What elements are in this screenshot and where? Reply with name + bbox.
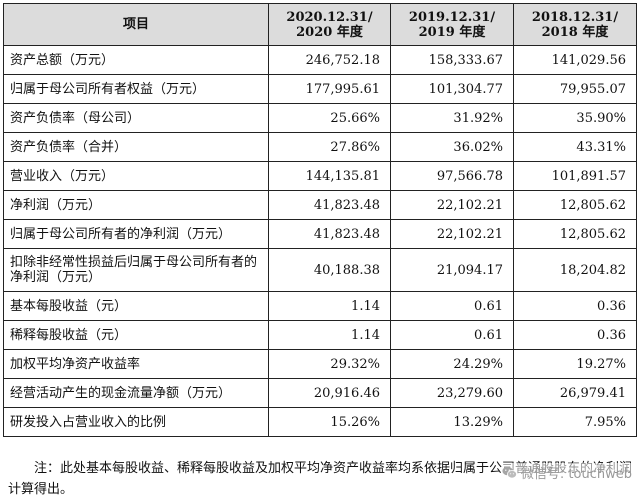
cell-value: 18,204.82 <box>513 248 637 292</box>
cell-value: 246,752.18 <box>268 45 391 75</box>
row-label: 研发投入占营业收入的比例 <box>3 407 269 437</box>
cell-value: 79,955.07 <box>513 74 637 104</box>
row-label: 经营活动产生的现金流量净额（万元） <box>3 378 269 408</box>
header-line1: 2018.12.31/ <box>531 9 619 25</box>
cell-value: 22,102.21 <box>390 219 514 249</box>
header-item: 项目 <box>3 3 269 46</box>
cell-value: 7.95% <box>513 407 637 437</box>
cell-value: 21,094.17 <box>390 248 514 292</box>
row-label: 稀释每股收益（元） <box>3 320 269 350</box>
header-year-1: 2020.12.31/2020 年度 <box>268 3 391 46</box>
table-row: 稀释每股收益（元） 1.14 0.61 0.36 <box>3 320 637 350</box>
header-line1: 2019.12.31/ <box>408 9 496 25</box>
wechat-icon <box>502 466 517 479</box>
header-line2: 2019 年度 <box>418 24 486 40</box>
header-line2: 2018 年度 <box>541 24 609 40</box>
footnote: 注：此处基本每股收益、稀释每股收益及加权平均净资产收益率均系依据归属于公司普通股… <box>8 461 633 497</box>
table-row: 基本每股收益（元） 1.14 0.61 0.36 <box>3 291 637 321</box>
row-label: 营业收入（万元） <box>3 161 269 191</box>
table-row: 归属于母公司所有者的净利润（万元） 41,823.48 22,102.21 12,80… <box>3 219 637 249</box>
table-row: 归属于母公司所有者权益（万元） 177,995.61 101,304.77 79,95… <box>3 74 637 104</box>
table-row: 研发投入占营业收入的比例 15.26% 13.29% 7.95% <box>3 407 637 437</box>
cell-value: 22,102.21 <box>390 190 514 220</box>
cell-value: 29.32% <box>268 349 391 379</box>
cell-value: 35.90% <box>513 103 637 133</box>
table-row: 资产负债率（合并） 27.86% 36.02% 43.31% <box>3 132 637 162</box>
row-label: 净利润（万元） <box>3 190 269 220</box>
cell-value: 27.86% <box>268 132 391 162</box>
table-row: 营业收入（万元） 144,135.81 97,566.78 101,891.57 <box>3 161 637 191</box>
row-label: 归属于母公司所有者权益（万元） <box>3 74 269 104</box>
cell-value: 24.29% <box>390 349 514 379</box>
header-year-3: 2018.12.31/2018 年度 <box>513 3 637 46</box>
cell-value: 158,333.67 <box>390 45 514 75</box>
cell-value: 177,995.61 <box>268 74 391 104</box>
cell-value: 15.26% <box>268 407 391 437</box>
table-row: 净利润（万元） 41,823.48 22,102.21 12,805.62 <box>3 190 637 220</box>
cell-value: 144,135.81 <box>268 161 391 191</box>
financial-indicators-table: 项目 2020.12.31/2020 年度 2019.12.31/2019 年度 20… <box>3 3 637 437</box>
table-row: 加权平均净资产收益率 29.32% 24.29% 19.27% <box>3 349 637 379</box>
cell-value: 101,891.57 <box>513 161 637 191</box>
cell-value: 0.61 <box>390 291 514 321</box>
cell-value: 12,805.62 <box>513 219 637 249</box>
table-row: 资产负债率（母公司） 25.66% 31.92% 35.90% <box>3 103 637 133</box>
watermark: 微信号: touchweb <box>501 463 632 482</box>
cell-value: 36.02% <box>390 132 514 162</box>
cell-value: 97,566.78 <box>390 161 514 191</box>
cell-value: 1.14 <box>268 291 391 321</box>
cell-value: 26,979.41 <box>513 378 637 408</box>
header-line2: 2020 年度 <box>296 24 363 40</box>
table-header-row: 项目 2020.12.31/2020 年度 2019.12.31/2019 年度 20… <box>3 3 637 46</box>
cell-value: 41,823.48 <box>268 190 391 220</box>
cell-value: 43.31% <box>513 132 637 162</box>
watermark-text: 微信号: touchweb <box>520 467 632 482</box>
cell-value: 12,805.62 <box>513 190 637 220</box>
cell-value: 0.36 <box>513 320 637 350</box>
cell-value: 31.92% <box>390 103 514 133</box>
cell-value: 19.27% <box>513 349 637 379</box>
cell-value: 13.29% <box>390 407 514 437</box>
cell-value: 40,188.38 <box>268 248 391 292</box>
cell-value: 23,279.60 <box>390 378 514 408</box>
header-year-2: 2019.12.31/2019 年度 <box>390 3 514 46</box>
row-label: 资产负债率（母公司） <box>3 103 269 133</box>
cell-value: 41,823.48 <box>268 219 391 249</box>
table-body: 资产总额（万元） 246,752.18 158,333.67 141,029.56 归属… <box>3 45 637 437</box>
row-label: 扣除非经常性损益后归属于母公司所有者的净利润（万元） <box>3 248 269 292</box>
row-label: 基本每股收益（元） <box>3 291 269 321</box>
row-label: 资产总额（万元） <box>3 45 269 75</box>
cell-value: 1.14 <box>268 320 391 350</box>
table-row: 经营活动产生的现金流量净额（万元） 20,916.46 23,279.60 26,97… <box>3 378 637 408</box>
cell-value: 141,029.56 <box>513 45 637 75</box>
table-row: 扣除非经常性损益后归属于母公司所有者的净利润（万元） 40,188.38 21,09… <box>3 248 637 292</box>
header-line1: 项目 <box>122 17 149 32</box>
cell-value: 0.61 <box>390 320 514 350</box>
cell-value: 20,916.46 <box>268 378 391 408</box>
header-line1: 2020.12.31/ <box>286 9 373 25</box>
row-label: 归属于母公司所有者的净利润（万元） <box>3 219 269 249</box>
cell-value: 25.66% <box>268 103 391 133</box>
cell-value: 0.36 <box>513 291 637 321</box>
row-label: 资产负债率（合并） <box>3 132 269 162</box>
cell-value: 101,304.77 <box>390 74 514 104</box>
row-label: 加权平均净资产收益率 <box>3 349 269 379</box>
table-row: 资产总额（万元） 246,752.18 158,333.67 141,029.56 <box>3 45 637 75</box>
